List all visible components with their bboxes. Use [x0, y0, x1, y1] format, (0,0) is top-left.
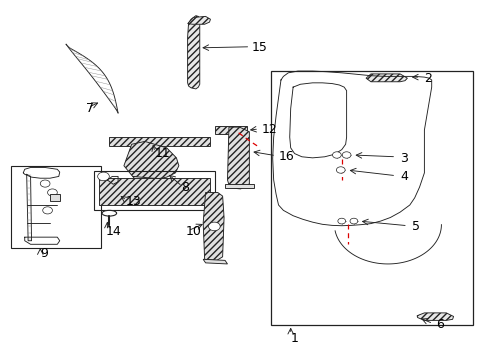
Circle shape — [47, 189, 57, 196]
Polygon shape — [123, 141, 179, 180]
Text: 2: 2 — [424, 72, 431, 85]
Polygon shape — [215, 126, 246, 134]
Bar — [94, 171, 215, 210]
Text: 4: 4 — [399, 170, 407, 183]
Polygon shape — [187, 17, 210, 24]
Polygon shape — [224, 184, 254, 188]
Polygon shape — [203, 259, 227, 264]
Text: 3: 3 — [399, 152, 407, 165]
Polygon shape — [99, 178, 210, 205]
Text: 15: 15 — [251, 41, 267, 54]
Bar — [50, 194, 60, 202]
Text: 14: 14 — [106, 225, 122, 238]
Circle shape — [337, 218, 345, 224]
Circle shape — [332, 152, 341, 158]
Text: 10: 10 — [186, 225, 202, 238]
Text: 12: 12 — [261, 123, 277, 136]
Text: 16: 16 — [278, 150, 294, 163]
Circle shape — [98, 172, 109, 181]
Text: 8: 8 — [181, 181, 189, 194]
Bar — [11, 166, 101, 248]
Polygon shape — [416, 313, 453, 320]
Polygon shape — [203, 193, 224, 260]
Text: 5: 5 — [411, 220, 419, 233]
Polygon shape — [187, 16, 200, 89]
Circle shape — [40, 180, 50, 187]
Ellipse shape — [102, 210, 116, 216]
Circle shape — [336, 167, 345, 173]
Polygon shape — [366, 74, 407, 82]
Polygon shape — [227, 127, 249, 189]
Text: 11: 11 — [154, 147, 170, 160]
Circle shape — [342, 152, 350, 158]
Text: 1: 1 — [290, 333, 298, 346]
Circle shape — [349, 218, 357, 224]
Text: 13: 13 — [125, 195, 141, 208]
Text: 9: 9 — [40, 247, 48, 260]
Polygon shape — [132, 176, 180, 184]
Bar — [271, 71, 472, 325]
Circle shape — [208, 222, 220, 231]
Polygon shape — [109, 137, 210, 146]
Circle shape — [42, 207, 52, 214]
Text: 7: 7 — [86, 102, 94, 115]
Text: 6: 6 — [436, 318, 444, 331]
